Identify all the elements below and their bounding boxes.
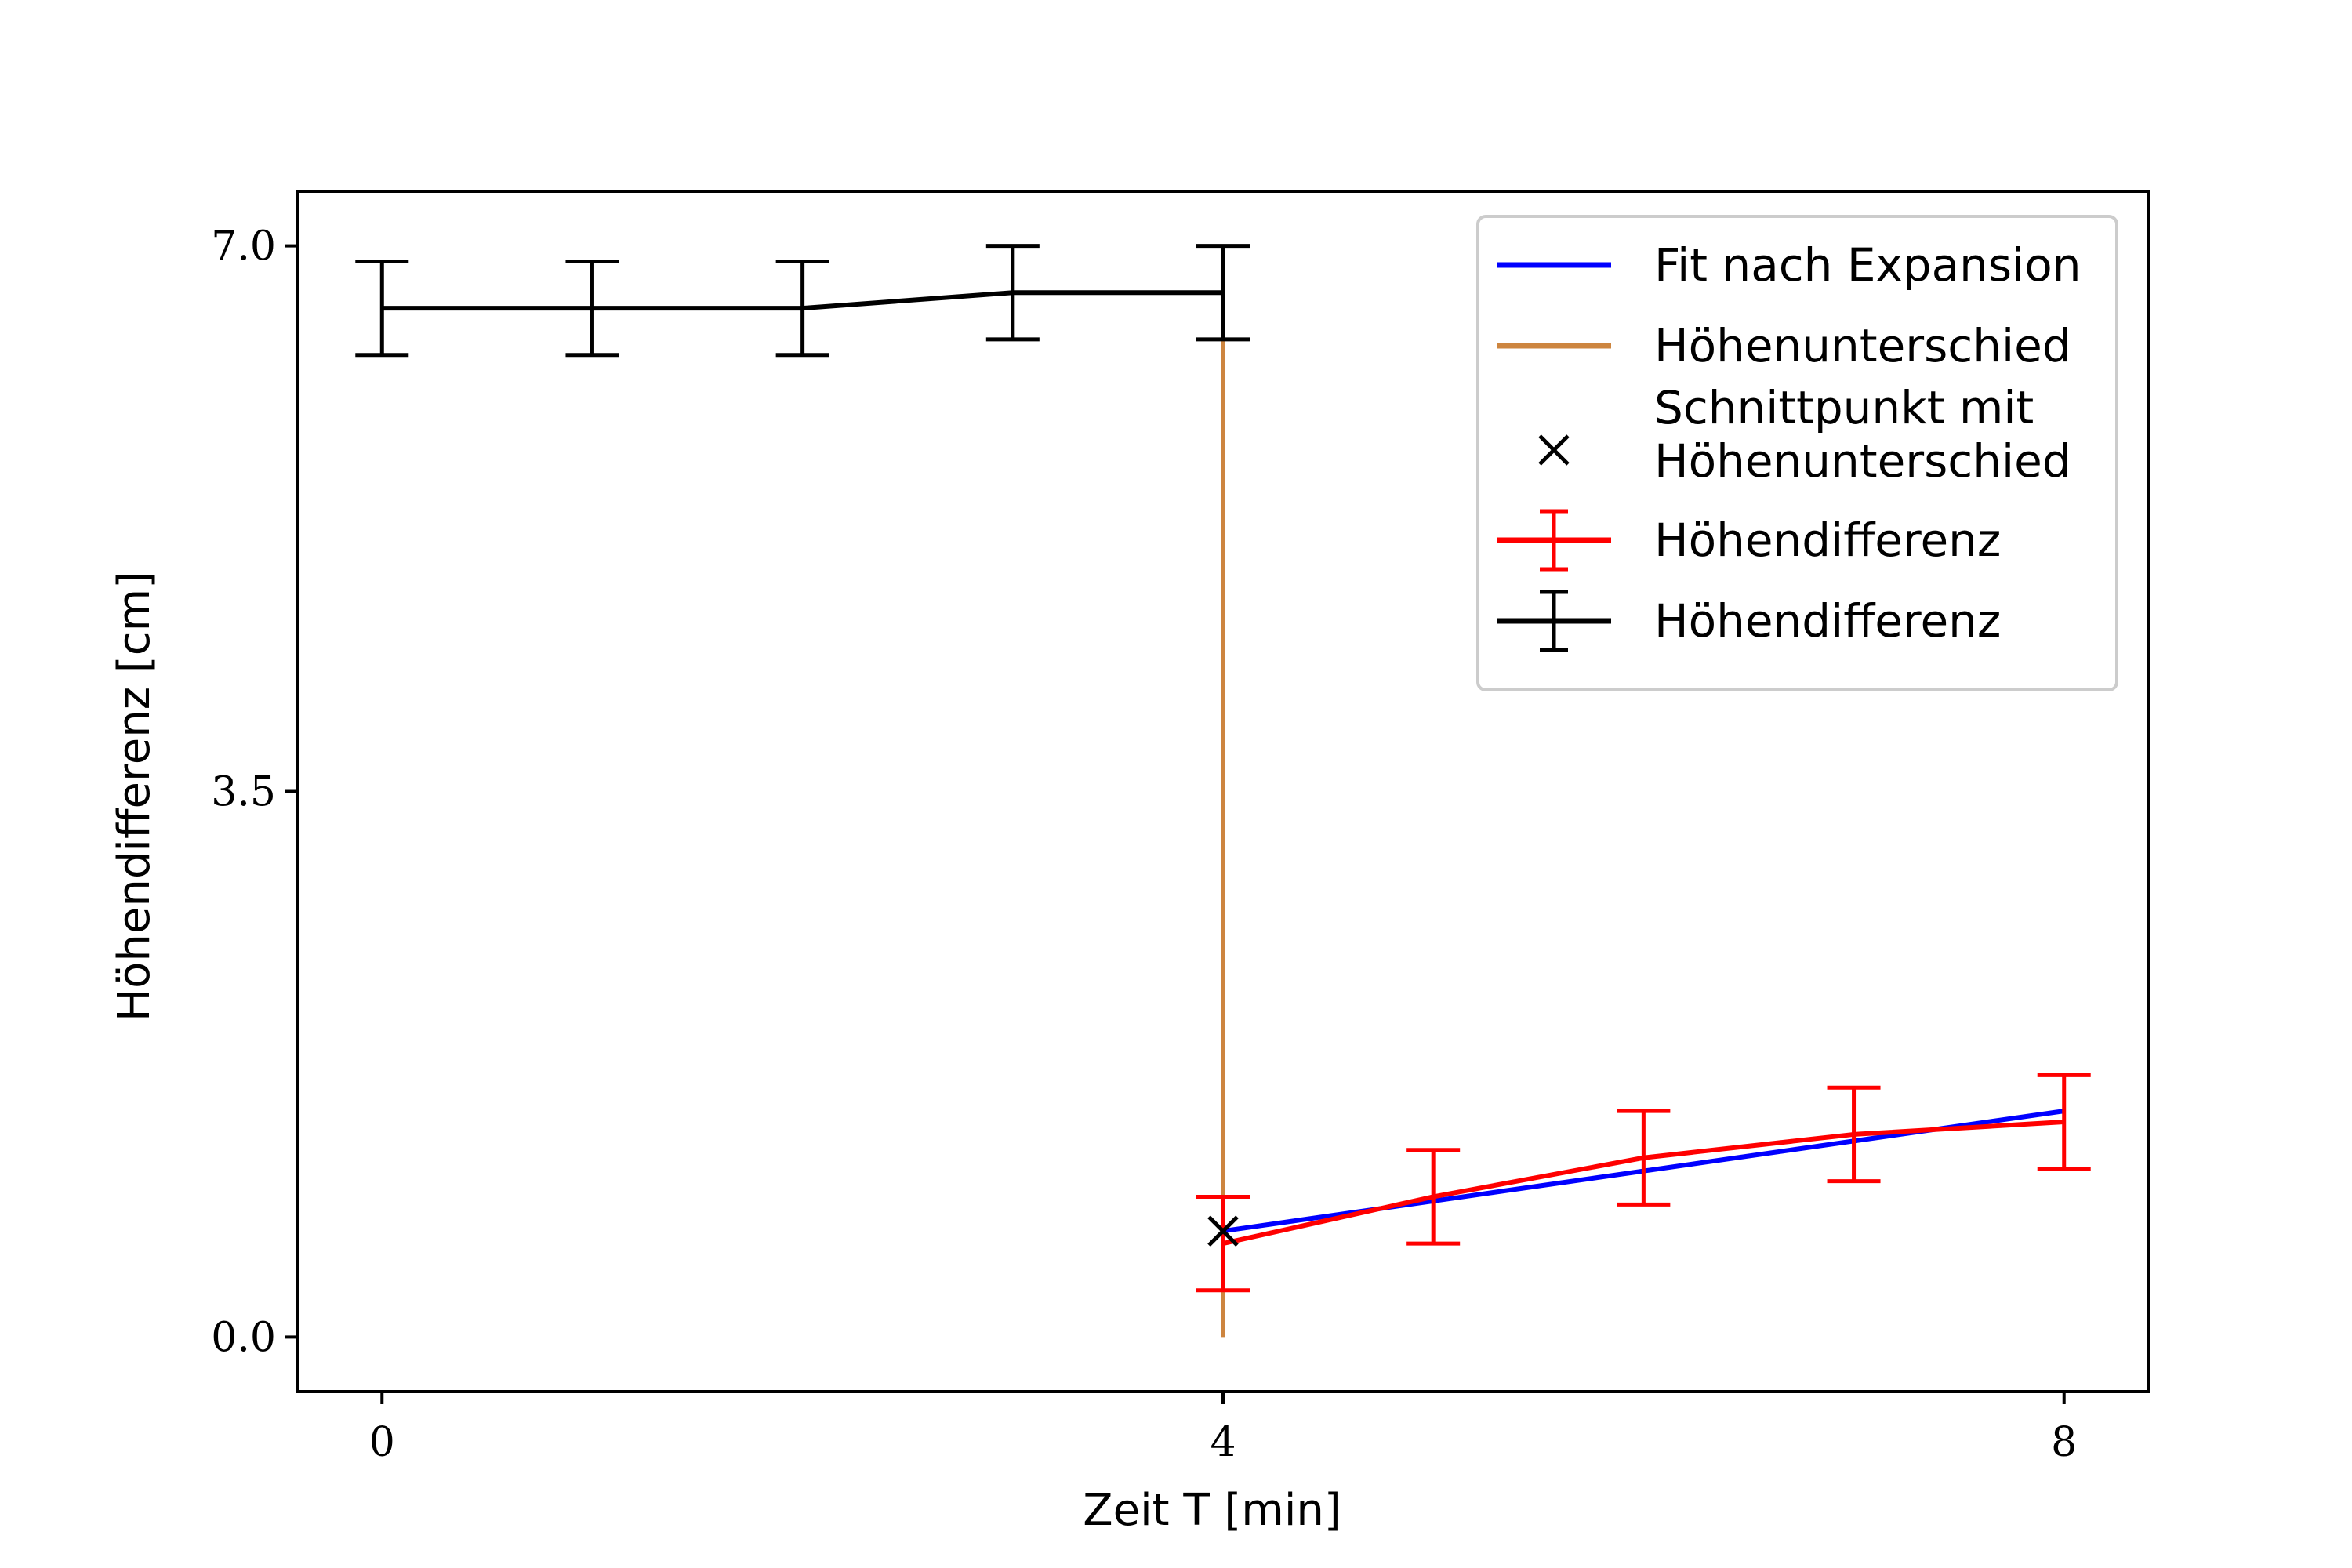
legend: Fit nach ExpansionHöhenunterschiedSchnit…: [1476, 215, 2118, 691]
errorbar-series-4: [355, 244, 1250, 358]
x-tick-label: 8: [2051, 1419, 2077, 1466]
legend-entry: Schnittpunkt mit Höhenunterschied: [1538, 381, 2071, 488]
axes: 0 4 8 0.0 3.5 7.0: [211, 190, 2150, 1466]
plot-area: [355, 244, 2091, 1338]
legend-label: Höhendifferenz: [1654, 514, 2001, 567]
legend-entry: Höhenunterschied: [1497, 319, 2071, 372]
intersection-marker: [1207, 1215, 1239, 1247]
series-line: [1222, 1120, 2064, 1247]
legend-entry: Höhendifferenz: [1497, 590, 2001, 652]
y-axis-label: Höhendifferenz [cm]: [109, 572, 160, 1022]
legend-handle-marker: [1538, 434, 1570, 466]
x-axis-label: Zeit T [min]: [1083, 1485, 1341, 1536]
y-tick-label: 7.0: [211, 223, 276, 270]
marker-stroke: [1207, 1215, 1239, 1247]
legend-label-line: Höhendifferenz: [1654, 514, 2001, 567]
errorbar-series-3: [1196, 1073, 2091, 1293]
y-tick-label: 3.5: [211, 769, 276, 816]
legend-label-line: Fit nach Expansion: [1654, 238, 2082, 292]
legend-label: Schnittpunkt mit Höhenunterschied: [1654, 381, 2071, 488]
legend-entry: Höhendifferenz: [1497, 509, 2001, 572]
legend-box: [1476, 215, 2118, 691]
legend-label-line: Höhenunterschied: [1654, 319, 2071, 372]
legend-entry: Fit nach Expansion: [1497, 238, 2082, 292]
y-tick-label: 0.0: [211, 1314, 276, 1361]
legend-label-line: Höhenunterschied: [1654, 434, 2071, 488]
legend-label: Höhendifferenz: [1654, 594, 2001, 648]
x-tick-label: 4: [1210, 1419, 1236, 1466]
legend-label: Höhenunterschied: [1654, 319, 2071, 372]
series-line: [382, 290, 1223, 311]
legend-label-line: Höhendifferenz: [1654, 594, 2001, 648]
legend-label-line: Schnittpunkt mit: [1654, 381, 2034, 434]
legend-label: Fit nach Expansion: [1654, 238, 2082, 292]
x-tick-label: 0: [369, 1419, 395, 1466]
